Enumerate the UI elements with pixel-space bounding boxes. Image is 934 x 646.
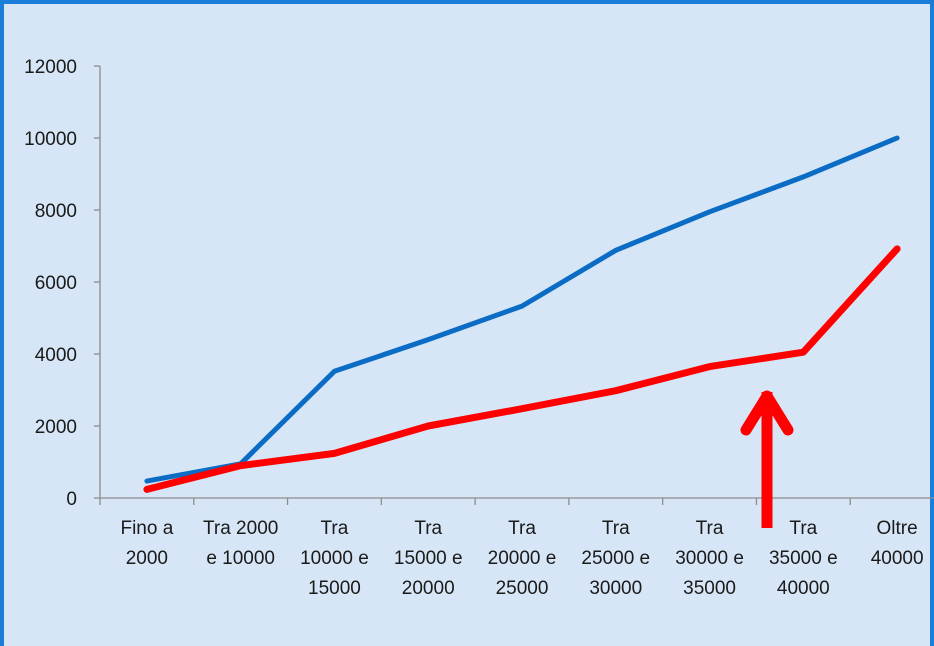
- series-layer: [143, 135, 901, 493]
- x-category-label-line: 20000 e: [488, 548, 557, 569]
- x-category-label-line: 20000: [402, 578, 455, 599]
- y-tick-label: 0: [66, 489, 77, 510]
- x-axis-categories: Fino a 2000 Tra 2000 e 10000 Tra 10000 e 15000…: [99, 498, 924, 599]
- x-category-label-line: Oltre: [877, 518, 918, 539]
- x-category-label-line: 10000 e: [300, 548, 369, 569]
- x-category-label: Tra 2000 e 10000: [203, 518, 278, 569]
- x-category-label-line: Tra 2000: [203, 518, 278, 539]
- x-category-label-line: Tra: [696, 518, 724, 539]
- x-category-label-line: e 10000: [206, 548, 275, 569]
- annotation-layer: [740, 390, 794, 528]
- x-category-label: Fino a 2000: [120, 518, 173, 569]
- annotation-arrow-head: [740, 390, 794, 436]
- x-category-label: Oltre 40000: [871, 518, 924, 569]
- x-category-label: Tra 10000 e 15000: [300, 518, 369, 599]
- x-category-label-line: Tra: [789, 518, 817, 539]
- x-category-label-line: 15000: [308, 578, 361, 599]
- x-category-label-line: 15000 e: [394, 548, 463, 569]
- x-category-label-line: Tra: [508, 518, 536, 539]
- x-category-label-line: 30000: [589, 578, 642, 599]
- x-category-label: Tra 15000 e 20000: [394, 518, 463, 599]
- x-category-label-line: 35000 e: [769, 548, 838, 569]
- series-line-2: [143, 245, 901, 493]
- x-category-label-line: 40000: [777, 578, 830, 599]
- x-category-label-line: 2000: [126, 548, 168, 569]
- y-tick-label: 2000: [35, 417, 77, 438]
- x-category-label-line: 25000: [496, 578, 549, 599]
- y-tick-label: 4000: [35, 345, 77, 366]
- y-tick-label: 12000: [24, 57, 77, 78]
- x-category-label-line: Tra: [414, 518, 442, 539]
- x-category-label-line: 25000 e: [581, 548, 650, 569]
- x-category-label: Tra 20000 e 25000: [488, 518, 557, 599]
- x-category-label: Tra 35000 e 40000: [769, 518, 838, 599]
- x-category-label-line: 35000: [683, 578, 736, 599]
- x-category-label-line: 40000: [871, 548, 924, 569]
- x-category-label-line: Fino a: [120, 518, 173, 539]
- y-tick-label: 10000: [24, 129, 77, 150]
- y-axis-ticks: 0 2000 4000 6000 8000 10000 12000: [24, 57, 100, 510]
- x-category-label: Tra 30000 e 35000: [675, 518, 744, 599]
- y-tick-label: 8000: [35, 201, 77, 222]
- x-category-label-line: Tra: [602, 518, 630, 539]
- x-category-label-line: 30000 e: [675, 548, 744, 569]
- x-category-label-line: Tra: [321, 518, 349, 539]
- y-tick-label: 6000: [35, 273, 77, 294]
- x-category-label: Tra 25000 e 30000: [581, 518, 650, 599]
- series-line-1: [144, 135, 900, 484]
